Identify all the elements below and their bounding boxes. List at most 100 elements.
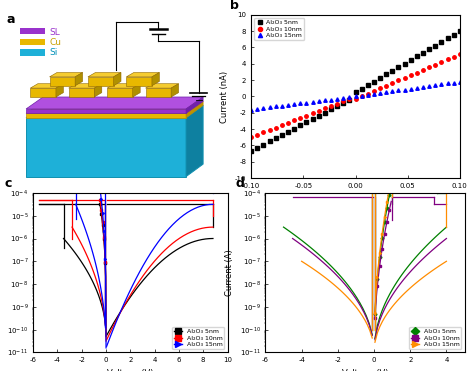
Al₂O₃ 10nm — [285, 121, 291, 125]
X-axis label: Voltage (V): Voltage (V) — [107, 369, 154, 371]
Al₂O₃ 5nm — [402, 61, 408, 66]
Polygon shape — [133, 84, 140, 97]
Al₂O₃ 5nm — [334, 104, 340, 108]
Al₂O₃ 15nm — [390, 89, 395, 93]
Al₂O₃ 5nm — [303, 120, 309, 124]
Text: Cu: Cu — [50, 37, 62, 47]
Al₂O₃ 5nm — [359, 86, 365, 91]
Polygon shape — [26, 118, 186, 177]
Polygon shape — [126, 72, 159, 77]
Al₂O₃ 10nm — [377, 86, 383, 91]
Polygon shape — [146, 84, 179, 88]
Al₂O₃ 5nm — [248, 149, 254, 153]
Al₂O₃ 5nm — [365, 83, 371, 88]
Al₂O₃ 5nm — [396, 65, 401, 69]
Al₂O₃ 5nm — [414, 54, 419, 59]
Al₂O₃ 15nm — [255, 106, 260, 111]
Al₂O₃ 15nm — [279, 104, 285, 108]
Al₂O₃ 15nm — [346, 95, 352, 99]
Al₂O₃ 10nm — [292, 118, 297, 123]
Al₂O₃ 10nm — [438, 60, 444, 64]
Al₂O₃ 10nm — [383, 83, 389, 88]
Al₂O₃ 10nm — [432, 62, 438, 67]
Al₂O₃ 15nm — [292, 102, 297, 106]
Al₂O₃ 15nm — [316, 99, 321, 103]
Al₂O₃ 10nm — [353, 97, 358, 101]
Al₂O₃ 10nm — [420, 68, 426, 72]
Y-axis label: Current (A): Current (A) — [225, 249, 234, 296]
Polygon shape — [50, 77, 75, 86]
Al₂O₃ 10nm — [248, 135, 254, 139]
Al₂O₃ 5nm — [438, 40, 444, 44]
Polygon shape — [88, 72, 121, 77]
Polygon shape — [107, 84, 140, 88]
Al₂O₃ 5nm — [340, 101, 346, 105]
Al₂O₃ 5nm — [285, 129, 291, 134]
Polygon shape — [171, 84, 179, 97]
Al₂O₃ 5nm — [371, 79, 377, 84]
Legend: Al₂O₃ 5nm, Al₂O₃ 10nm, Al₂O₃ 15nm: Al₂O₃ 5nm, Al₂O₃ 10nm, Al₂O₃ 15nm — [172, 327, 224, 349]
X-axis label: Voltage (V): Voltage (V) — [342, 369, 388, 371]
Polygon shape — [30, 84, 64, 88]
Al₂O₃ 10nm — [316, 109, 321, 113]
Polygon shape — [94, 84, 102, 97]
Al₂O₃ 5nm — [267, 139, 273, 144]
Al₂O₃ 15nm — [267, 105, 273, 109]
Polygon shape — [113, 72, 121, 86]
Al₂O₃ 10nm — [408, 73, 413, 78]
Al₂O₃ 15nm — [408, 86, 413, 91]
Line: Al₂O₃ 5nm: Al₂O₃ 5nm — [249, 29, 462, 153]
Al₂O₃ 15nm — [303, 101, 309, 105]
Polygon shape — [50, 72, 82, 77]
Polygon shape — [75, 72, 82, 86]
Al₂O₃ 10nm — [303, 114, 309, 118]
Al₂O₃ 10nm — [328, 104, 334, 108]
Polygon shape — [26, 105, 203, 118]
Al₂O₃ 5nm — [273, 136, 279, 141]
Al₂O₃ 10nm — [414, 70, 419, 75]
Al₂O₃ 15nm — [396, 88, 401, 93]
Al₂O₃ 15nm — [340, 96, 346, 100]
Text: b: b — [230, 0, 239, 12]
Bar — [19, 49, 45, 56]
Al₂O₃ 10nm — [359, 94, 365, 98]
Text: c: c — [4, 177, 11, 190]
Al₂O₃ 5nm — [451, 33, 456, 37]
Al₂O₃ 10nm — [322, 106, 328, 111]
Al₂O₃ 5nm — [322, 110, 328, 115]
Al₂O₃ 15nm — [359, 93, 365, 98]
Al₂O₃ 15nm — [328, 97, 334, 102]
Polygon shape — [126, 77, 152, 86]
Line: Al₂O₃ 15nm: Al₂O₃ 15nm — [249, 80, 462, 111]
Legend: Al₂O₃ 5nm, Al₂O₃ 10nm, Al₂O₃ 15nm: Al₂O₃ 5nm, Al₂O₃ 10nm, Al₂O₃ 15nm — [409, 327, 461, 349]
Al₂O₃ 15nm — [273, 104, 279, 109]
Y-axis label: Current (A): Current (A) — [0, 249, 2, 296]
Al₂O₃ 5nm — [457, 29, 463, 33]
Al₂O₃ 5nm — [390, 69, 395, 73]
Polygon shape — [30, 88, 56, 97]
Al₂O₃ 10nm — [451, 55, 456, 59]
Text: d: d — [236, 177, 245, 190]
Al₂O₃ 15nm — [298, 101, 303, 106]
Al₂O₃ 5nm — [353, 90, 358, 95]
Al₂O₃ 5nm — [328, 107, 334, 112]
Polygon shape — [186, 105, 203, 177]
Al₂O₃ 5nm — [426, 47, 432, 52]
Al₂O₃ 5nm — [310, 117, 315, 121]
Al₂O₃ 10nm — [346, 96, 352, 101]
Al₂O₃ 5nm — [292, 127, 297, 131]
Al₂O₃ 10nm — [371, 89, 377, 93]
Al₂O₃ 5nm — [408, 58, 413, 62]
Al₂O₃ 5nm — [383, 72, 389, 76]
Polygon shape — [69, 88, 94, 97]
Al₂O₃ 5nm — [298, 123, 303, 128]
Al₂O₃ 10nm — [298, 116, 303, 120]
Line: Al₂O₃ 10nm: Al₂O₃ 10nm — [249, 52, 462, 139]
Polygon shape — [26, 109, 186, 114]
Al₂O₃ 10nm — [334, 101, 340, 106]
Text: Si: Si — [50, 48, 58, 58]
Al₂O₃ 15nm — [445, 81, 450, 86]
Text: SL: SL — [50, 28, 60, 37]
Al₂O₃ 5nm — [377, 76, 383, 80]
Al₂O₃ 10nm — [255, 133, 260, 137]
